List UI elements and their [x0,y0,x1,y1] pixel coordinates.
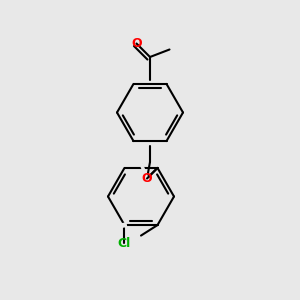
Text: Cl: Cl [118,237,131,250]
Text: O: O [131,37,142,50]
Text: O: O [142,172,152,185]
